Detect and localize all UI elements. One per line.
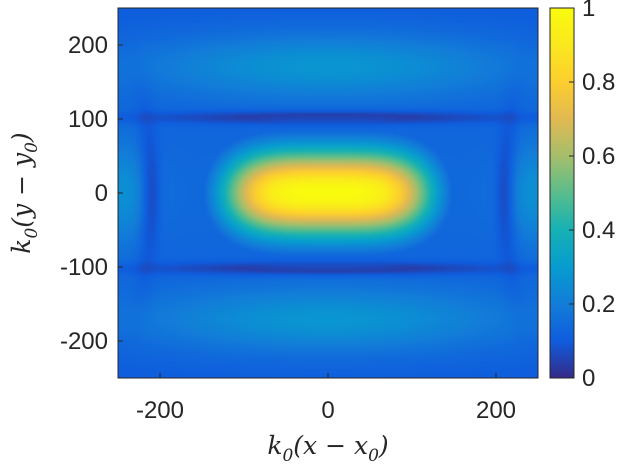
y-tick-label: 0 [95,180,108,207]
colorbar-tick-label: 0.8 [582,69,615,96]
x-axis-label: k0(x − x0) [267,431,388,466]
colorbar-tick-label: 0.4 [582,217,615,244]
colorbar-tick-label: 1 [582,0,595,22]
x-tick-label: 0 [321,397,334,424]
colorbar-tick-label: 0.2 [582,291,615,318]
x-axis-ticks: -200 0 200 [136,373,516,424]
y-axis-ticks: 200 100 0 -100 -200 [60,32,123,355]
x-tick-label: 200 [476,397,516,424]
colorbar-gradient [549,7,575,379]
colorbar: 1 0.8 0.6 0.4 0.2 0 [549,0,615,392]
colorbar-tick-label: 0 [582,365,595,392]
heatmap-image [118,8,538,378]
plot-area: -200 0 200 200 100 0 -100 -200 [60,7,539,424]
y-axis-label: k0(y − y0) [7,132,42,253]
x-tick-label: -200 [136,397,184,424]
y-tick-label: -100 [60,254,108,281]
y-tick-label: -200 [60,328,108,355]
colorbar-tick-label: 0.6 [582,143,615,170]
colorbar-ticks: 1 0.8 0.6 0.4 0.2 0 [569,0,615,392]
y-tick-label: 200 [68,32,108,59]
y-tick-label: 100 [68,106,108,133]
